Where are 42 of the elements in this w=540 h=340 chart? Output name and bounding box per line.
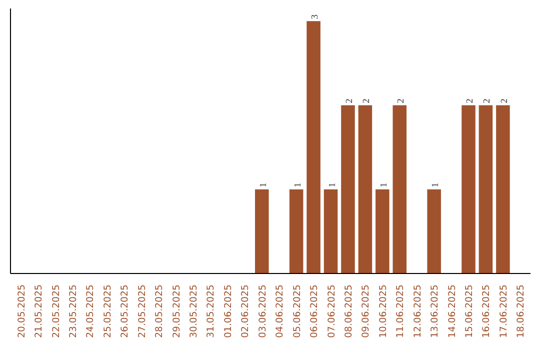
x-tick-label: 23.05.2025: [68, 284, 79, 338]
x-tick-label: 29.05.2025: [171, 284, 182, 338]
x-tick-label: 04.06.2025: [274, 284, 286, 338]
data-label: 1: [328, 182, 338, 188]
x-tick-label: 08.06.2025: [343, 284, 354, 338]
x-tick-label: 07.06.2025: [326, 284, 338, 338]
x-tick-label: 27.05.2025: [136, 284, 148, 338]
x-tick-label: 16.06.2025: [481, 284, 492, 338]
data-label: 2: [482, 98, 493, 104]
x-tick-label: 30.05.2025: [188, 284, 200, 338]
data-label: 1: [431, 182, 442, 188]
x-tick-label: 03.06.2025: [257, 284, 268, 338]
x-tick-label: 11.06.2025: [395, 284, 406, 338]
data-label: 2: [466, 98, 476, 104]
x-tick-label: 13.06.2025: [430, 284, 441, 338]
data-label: 2: [500, 98, 510, 104]
x-tick-label: 12.06.2025: [412, 284, 424, 338]
x-tick-label: 10.06.2025: [378, 284, 389, 338]
x-tick-label: 20.05.2025: [16, 284, 28, 338]
x-tick-label: 18.06.2025: [516, 284, 527, 338]
data-label: 2: [396, 98, 407, 104]
x-tick-label: 31.05.2025: [206, 284, 217, 338]
x-tick-label: 25.05.2025: [102, 284, 114, 338]
x-tick-label: 21.05.2025: [34, 284, 45, 338]
x-tick-label: 26.05.2025: [120, 284, 131, 338]
x-tick-label: 22.05.2025: [50, 284, 62, 338]
data-label: 1: [258, 182, 269, 188]
x-tick-label: 05.06.2025: [292, 284, 303, 338]
data-label: 1: [379, 182, 390, 188]
x-tick-label: 28.05.2025: [154, 284, 166, 338]
x-tick-label: 01.06.2025: [222, 284, 234, 338]
x-tick-label: 06.06.2025: [309, 284, 320, 338]
data-label: 2: [344, 98, 355, 104]
data-label: 1: [293, 182, 304, 188]
x-tick-label: 24.05.2025: [85, 284, 96, 338]
data-label: 2: [362, 98, 372, 104]
x-tick-label: 02.06.2025: [240, 284, 252, 338]
data-label: 3: [310, 14, 321, 20]
x-tick-label: 14.06.2025: [446, 284, 458, 338]
x-tick-label: 17.06.2025: [498, 284, 510, 338]
x-tick-label: 09.06.2025: [360, 284, 372, 338]
x-tick-label: 15.06.2025: [464, 284, 476, 338]
